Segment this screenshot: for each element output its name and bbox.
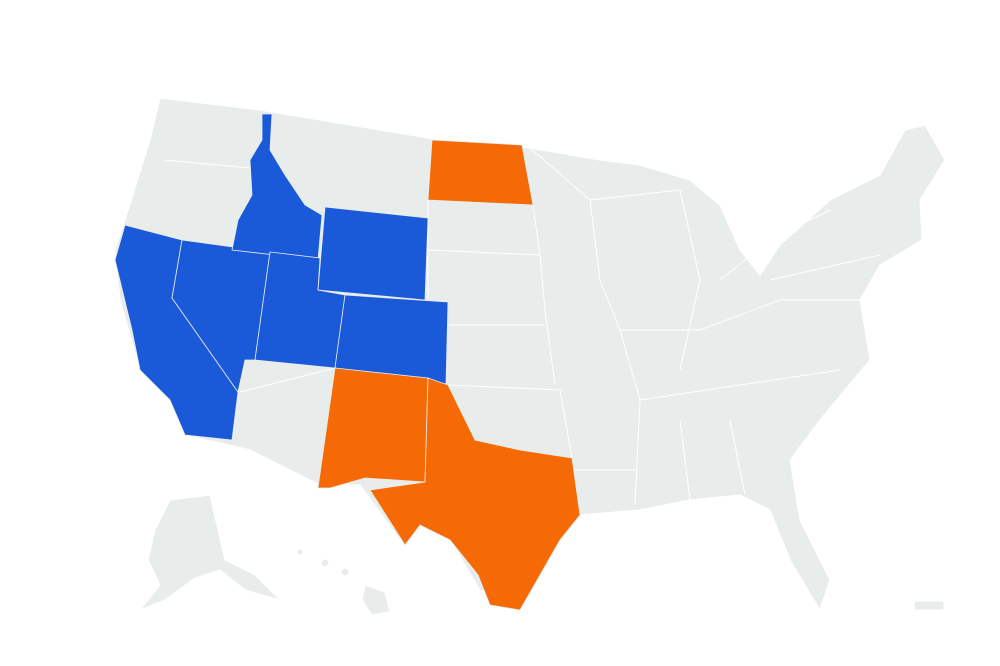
state-new-mexico[interactable] xyxy=(317,367,429,489)
group-orange xyxy=(317,139,581,611)
puerto-rico xyxy=(913,600,945,611)
group-blue xyxy=(114,113,449,441)
state-wyoming[interactable] xyxy=(317,206,429,301)
alaska xyxy=(138,494,283,612)
state-borders xyxy=(164,147,881,506)
state-north-dakota[interactable] xyxy=(427,139,534,206)
hawaii xyxy=(296,548,391,616)
state-texas[interactable] xyxy=(369,377,581,611)
